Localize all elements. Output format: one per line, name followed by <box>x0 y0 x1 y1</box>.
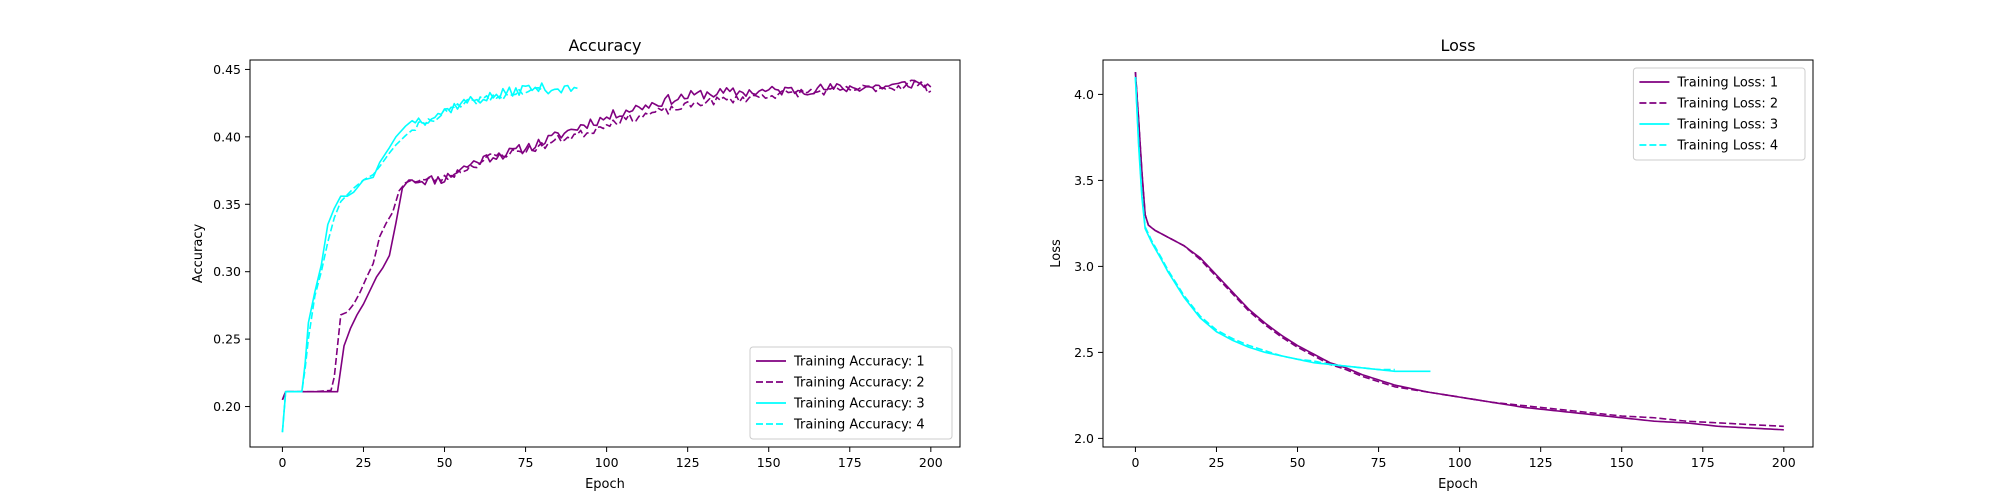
loss-x-tick-label: 0 <box>1131 455 1139 470</box>
loss-x-tick-label: 75 <box>1371 455 1387 470</box>
accuracy-legend-entry-4: Training Accuracy: 4 <box>793 418 925 433</box>
accuracy-x-axis-label: Epoch <box>585 477 625 492</box>
accuracy-x-tick-label: 125 <box>676 455 700 470</box>
loss-chart: Loss 0 25 50 75 100 125 150 175 200 2.0 2.5 3.0 3.5… <box>1049 36 1814 492</box>
accuracy-axes-frame <box>249 59 961 448</box>
accuracy-legend-box <box>749 346 953 440</box>
loss-y-tick-label: 3.0 <box>1074 259 1094 274</box>
accuracy-series-line-1 <box>281 79 932 401</box>
loss-y-tick-label: 2.0 <box>1074 431 1094 446</box>
loss-y-tick-label: 2.5 <box>1074 345 1094 360</box>
loss-x-tick-label: 150 <box>1610 455 1634 470</box>
accuracy-x-tick-label: 100 <box>595 455 619 470</box>
accuracy-chart: Accuracy 0 25 50 75 100 125 150 175 200 0.20 0.25… <box>191 36 961 492</box>
loss-legend-entry-2: Training Loss: 2 <box>1676 97 1778 112</box>
accuracy-legend: Training Accuracy: 1 Training Accuracy: 2… <box>749 346 953 440</box>
loss-legend-entry-4: Training Loss: 4 <box>1676 139 1778 154</box>
loss-y-tick-label: 4.0 <box>1074 87 1094 102</box>
loss-x-tick-label: 125 <box>1529 455 1553 470</box>
loss-chart-title: Loss <box>1440 36 1475 55</box>
accuracy-x-tick-label: 0 <box>278 455 286 470</box>
accuracy-y-tick-label: 0.40 <box>213 129 241 144</box>
loss-y-ticks: 2.0 2.5 3.0 3.5 4.0 <box>1074 87 1103 446</box>
accuracy-x-tick-label: 50 <box>437 455 453 470</box>
accuracy-x-tick-label: 25 <box>356 455 372 470</box>
loss-series-line-3 <box>1134 77 1431 373</box>
accuracy-y-tick-label: 0.45 <box>213 62 241 77</box>
loss-legend-box <box>1632 67 1806 161</box>
accuracy-series-line-2 <box>281 79 932 401</box>
loss-x-tick-label: 50 <box>1290 455 1306 470</box>
accuracy-x-tick-label: 150 <box>757 455 781 470</box>
loss-x-ticks: 0 25 50 75 100 125 150 175 200 <box>1131 447 1796 470</box>
loss-x-tick-label: 175 <box>1691 455 1715 470</box>
loss-series-line-2 <box>1134 71 1784 428</box>
accuracy-y-tick-label: 0.20 <box>213 399 241 414</box>
accuracy-y-tick-label: 0.25 <box>213 332 241 347</box>
loss-y-tick-label: 3.5 <box>1074 173 1094 188</box>
loss-y-axis-label: Loss <box>1049 239 1064 268</box>
loss-x-tick-label: 200 <box>1772 455 1796 470</box>
loss-x-tick-label: 25 <box>1209 455 1225 470</box>
accuracy-series-line-4 <box>281 87 543 433</box>
loss-x-axis-label: Epoch <box>1438 477 1478 492</box>
loss-legend-entry-3: Training Loss: 3 <box>1676 118 1778 133</box>
loss-plot-area <box>1134 71 1784 431</box>
accuracy-legend-entry-1: Training Accuracy: 1 <box>793 355 925 370</box>
accuracy-series-line-3 <box>281 82 578 433</box>
loss-axes-frame <box>1102 59 1814 448</box>
accuracy-x-tick-label: 175 <box>838 455 862 470</box>
accuracy-chart-title: Accuracy <box>568 36 641 55</box>
loss-legend-entry-1: Training Loss: 1 <box>1676 76 1778 91</box>
accuracy-x-tick-label: 75 <box>518 455 534 470</box>
accuracy-x-ticks: 0 25 50 75 100 125 150 175 200 <box>278 447 943 470</box>
accuracy-legend-entry-3: Training Accuracy: 3 <box>793 397 925 412</box>
accuracy-legend-entry-2: Training Accuracy: 2 <box>793 376 925 391</box>
loss-legend: Training Loss: 1 Training Loss: 2 Training… <box>1632 67 1806 161</box>
accuracy-x-tick-label: 200 <box>919 455 943 470</box>
accuracy-y-ticks: 0.20 0.25 0.30 0.35 0.40 0.45 <box>213 62 250 414</box>
accuracy-y-axis-label: Accuracy <box>191 224 206 284</box>
accuracy-plot-area <box>281 79 932 433</box>
loss-x-tick-label: 100 <box>1448 455 1472 470</box>
loss-series-line-1 <box>1134 71 1784 431</box>
accuracy-y-tick-label: 0.30 <box>213 264 241 279</box>
accuracy-y-tick-label: 0.35 <box>213 197 241 212</box>
